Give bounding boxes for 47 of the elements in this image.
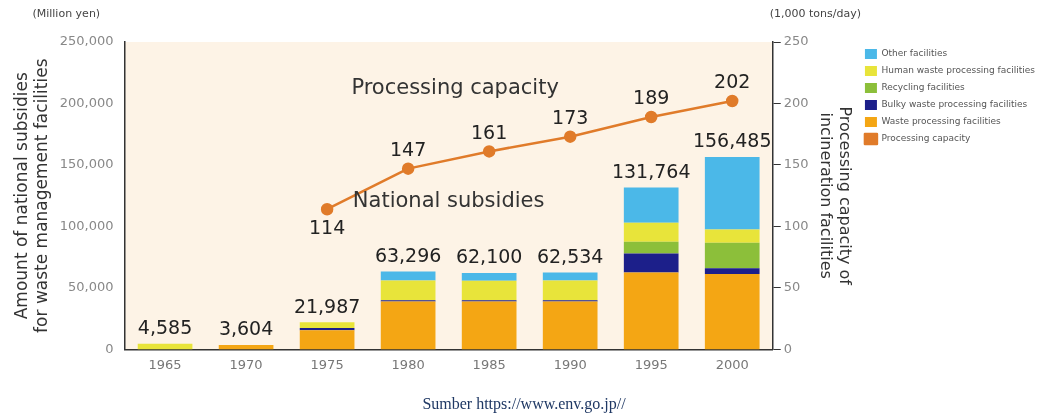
legend-label: Waste processing facilities (881, 116, 1001, 127)
legend-label: Bulky waste processing facilities (881, 99, 1028, 110)
y2-tick-label: 150 (783, 156, 809, 172)
legend-label: Recycling facilities (881, 82, 966, 93)
data-label: 173 (552, 106, 589, 129)
x-tick-label: 1990 (553, 356, 587, 372)
total-label: 62,534 (536, 244, 604, 267)
x-tick-label: 1980 (391, 356, 425, 372)
y-axis-title: Amount of national subsidies for waste management facilities (10, 58, 52, 333)
x-tick-label: 1975 (310, 356, 344, 372)
data-label: 114 (308, 215, 346, 238)
y-tick-label: 50,000 (68, 279, 114, 295)
text: (Million yen) (32, 6, 101, 20)
total-label: 3,604 (218, 317, 274, 340)
y-tick-label: 250,000 (59, 33, 114, 49)
x-tick-label: 2000 (715, 356, 749, 372)
data-label: 147 (390, 138, 427, 161)
y2-tick-label: 250 (783, 33, 809, 49)
x-tick-label: 1995 (634, 356, 668, 372)
total-label: 131,764 (611, 159, 691, 182)
text: Sumber https://www.env.go.jp// (422, 395, 627, 414)
total-label: 4,585 (137, 316, 193, 339)
y2-tick-label: 200 (783, 94, 809, 110)
y-tick-label: 150,000 (59, 156, 114, 172)
annotation: National subsidies (352, 188, 545, 213)
y-tick-label: 100,000 (59, 217, 114, 233)
legend-label: Other facilities (881, 48, 948, 59)
x-tick-label: 1985 (472, 356, 506, 372)
total-label: 62,100 (455, 245, 523, 268)
x-tick-label: 1965 (148, 356, 182, 372)
y2-tick-label: 100 (783, 217, 809, 233)
legend-label: Human waste processing facilities (881, 65, 1036, 76)
total-label: 156,485 (692, 129, 772, 152)
legend-label: Processing capacity (881, 133, 972, 144)
y2-tick-label: 0 (783, 340, 793, 356)
data-label: 202 (714, 70, 751, 93)
total-label: 63,296 (374, 244, 442, 267)
y2-axis-title: Processing capacity of incineration facilities (816, 106, 856, 286)
data-label: 189 (633, 86, 670, 109)
text: (1,000 tons/day) (769, 6, 861, 20)
y-tick-label: 200,000 (59, 94, 114, 110)
data-label: 161 (471, 120, 508, 143)
total-label: 21,987 (293, 294, 361, 317)
y-tick-label: 0 (105, 340, 114, 356)
y2-tick-label: 50 (783, 279, 801, 295)
x-tick-label: 1970 (229, 356, 263, 372)
annotation: Processing capacity (351, 74, 559, 99)
